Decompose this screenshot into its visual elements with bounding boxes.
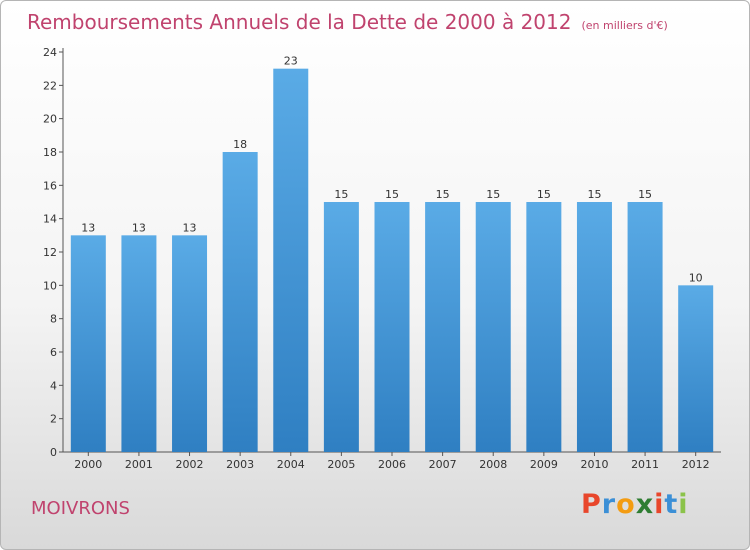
x-tick-label: 2011 xyxy=(631,458,659,471)
bar xyxy=(273,68,309,453)
y-tick-label: 18 xyxy=(43,146,57,159)
x-tick-label: 2008 xyxy=(479,458,507,471)
bar xyxy=(627,202,663,452)
data-label: 13 xyxy=(132,221,146,234)
y-tick-label: 22 xyxy=(43,79,57,92)
data-label: 13 xyxy=(183,221,197,234)
x-tick-label: 2009 xyxy=(530,458,558,471)
unit-label: (en milliers d'€) xyxy=(581,19,668,32)
data-label: 15 xyxy=(385,188,399,201)
bar xyxy=(121,235,157,452)
x-tick-label: 2012 xyxy=(682,458,710,471)
y-tick-label: 12 xyxy=(43,246,57,259)
y-tick-label: 4 xyxy=(50,379,57,392)
x-tick-label: 2004 xyxy=(277,458,305,471)
x-tick-label: 2005 xyxy=(327,458,355,471)
data-label: 13 xyxy=(81,221,95,234)
y-tick-label: 2 xyxy=(50,413,57,426)
x-tick-label: 2006 xyxy=(378,458,406,471)
y-tick-label: 10 xyxy=(43,279,57,292)
data-label: 15 xyxy=(587,188,601,201)
data-label: 15 xyxy=(638,188,652,201)
logo-letter: i xyxy=(678,489,689,520)
y-tick-label: 14 xyxy=(43,213,57,226)
y-tick-label: 6 xyxy=(50,346,57,359)
bar xyxy=(374,202,410,452)
commune-name: MOIVRONS xyxy=(31,498,130,519)
y-tick-label: 16 xyxy=(43,179,57,192)
data-label: 23 xyxy=(284,55,298,68)
x-tick-label: 2007 xyxy=(429,458,457,471)
bar xyxy=(172,235,208,452)
y-tick-label: 8 xyxy=(50,313,57,326)
logo-letter: t xyxy=(664,489,679,520)
proxiti-logo: Proxiti xyxy=(581,489,689,520)
bar xyxy=(222,152,258,452)
y-tick-label: 20 xyxy=(43,113,57,126)
chart-title: Remboursements Annuels de la Dette de 20… xyxy=(27,10,668,34)
logo-letter: o xyxy=(616,489,636,520)
bar xyxy=(526,202,562,452)
data-label: 10 xyxy=(689,271,703,284)
bar xyxy=(425,202,461,452)
y-tick-label: 0 xyxy=(50,446,57,459)
y-tick-label: 24 xyxy=(43,46,57,59)
x-tick-label: 2002 xyxy=(176,458,204,471)
bar xyxy=(678,285,714,452)
logo-letter: r xyxy=(601,489,617,520)
x-tick-label: 2000 xyxy=(74,458,102,471)
bar xyxy=(323,202,359,452)
data-label: 15 xyxy=(486,188,500,201)
x-tick-label: 2010 xyxy=(580,458,608,471)
x-tick-label: 2001 xyxy=(125,458,153,471)
x-tick-label: 2003 xyxy=(226,458,254,471)
data-label: 15 xyxy=(334,188,348,201)
logo-letter: i xyxy=(654,489,665,520)
bar xyxy=(70,235,106,452)
logo-letter: x xyxy=(635,489,655,520)
bar xyxy=(475,202,511,452)
data-label: 15 xyxy=(436,188,450,201)
data-label: 15 xyxy=(537,188,551,201)
title-text: Remboursements Annuels de la Dette de 20… xyxy=(27,10,572,34)
bar xyxy=(576,202,612,452)
logo-letter: P xyxy=(581,489,602,520)
data-label: 18 xyxy=(233,138,247,151)
